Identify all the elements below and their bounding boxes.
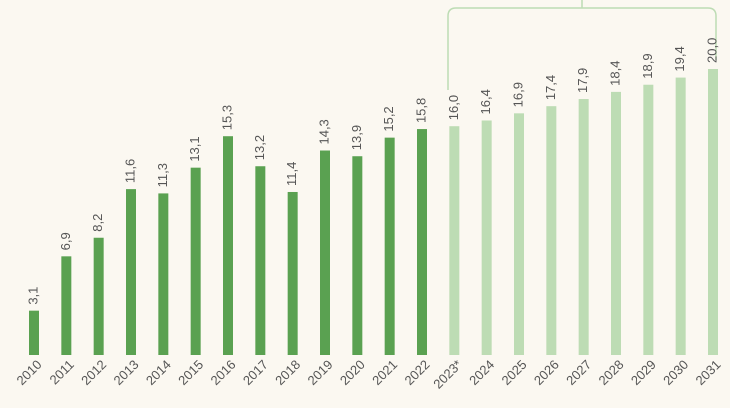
value-label: 6,9 <box>58 232 73 250</box>
bar <box>29 310 39 355</box>
x-tick-label: 2028 <box>595 357 626 388</box>
x-tick-label: 2013 <box>110 357 141 388</box>
x-tick-label: 2018 <box>272 357 303 388</box>
value-label: 3,1 <box>25 287 40 305</box>
x-tick-label: 2019 <box>304 357 335 388</box>
value-label: 17,4 <box>543 75 558 100</box>
bar <box>320 150 330 355</box>
bar <box>255 166 266 355</box>
x-tick-label: 2030 <box>660 357 691 388</box>
bar <box>158 193 169 355</box>
bar <box>93 237 104 355</box>
bar <box>384 137 395 355</box>
value-label: 11,3 <box>155 163 170 187</box>
bar <box>578 99 589 355</box>
bar <box>708 69 718 355</box>
x-tick-label: 2024 <box>466 357 497 388</box>
bar <box>546 106 557 356</box>
x-tick-label: 2012 <box>78 357 109 388</box>
projection-bracket <box>447 0 717 90</box>
x-tick-label: 2021 <box>369 357 400 388</box>
value-label: 13,9 <box>349 125 364 150</box>
value-label: 17,9 <box>575 68 590 93</box>
x-tick-label: 2025 <box>498 357 529 388</box>
x-tick-label: 2016 <box>207 357 238 388</box>
x-tick-label: 2014 <box>143 357 174 388</box>
bar <box>190 167 201 355</box>
x-tick-label: 2031 <box>692 357 723 388</box>
value-label: 13,2 <box>252 135 267 160</box>
x-tick-label: 2027 <box>563 357 594 388</box>
bar <box>287 191 298 355</box>
bar <box>352 156 363 355</box>
x-tick-label: 2020 <box>337 357 368 388</box>
x-tick-label: 2011 <box>47 357 77 387</box>
x-tick-label: 2029 <box>628 357 659 388</box>
bar <box>417 129 427 355</box>
x-tick-label: 2015 <box>175 357 206 388</box>
value-label: 16,0 <box>446 95 461 120</box>
bar <box>223 136 233 355</box>
value-label: 8,2 <box>90 214 105 232</box>
bar <box>611 91 621 355</box>
bar <box>514 113 524 355</box>
value-label: 15,3 <box>219 105 234 130</box>
value-label: 15,8 <box>413 98 428 123</box>
bar <box>449 126 460 355</box>
value-label: 19,4 <box>672 46 687 71</box>
x-tick-label: 2022 <box>401 357 432 388</box>
bar <box>61 256 72 355</box>
x-tick-label: 2017 <box>240 357 271 388</box>
value-label: 15,2 <box>381 106 396 131</box>
x-tick-label: 2026 <box>531 357 562 388</box>
value-label: 16,9 <box>510 82 525 107</box>
value-label: 11,4 <box>284 162 299 186</box>
bar <box>675 77 686 355</box>
value-label: 20,0 <box>704 38 719 63</box>
value-label: 18,9 <box>640 53 655 78</box>
value-label: 13,1 <box>187 136 202 161</box>
x-tick-label: 2010 <box>13 357 44 388</box>
bar <box>643 84 654 355</box>
bar <box>481 120 492 355</box>
value-label: 11,6 <box>122 159 137 183</box>
value-label: 18,4 <box>607 61 622 86</box>
bar <box>126 189 136 355</box>
x-tick-label: 2023* <box>430 357 465 392</box>
value-label: 14,3 <box>316 119 331 144</box>
value-label: 16,4 <box>478 89 493 114</box>
